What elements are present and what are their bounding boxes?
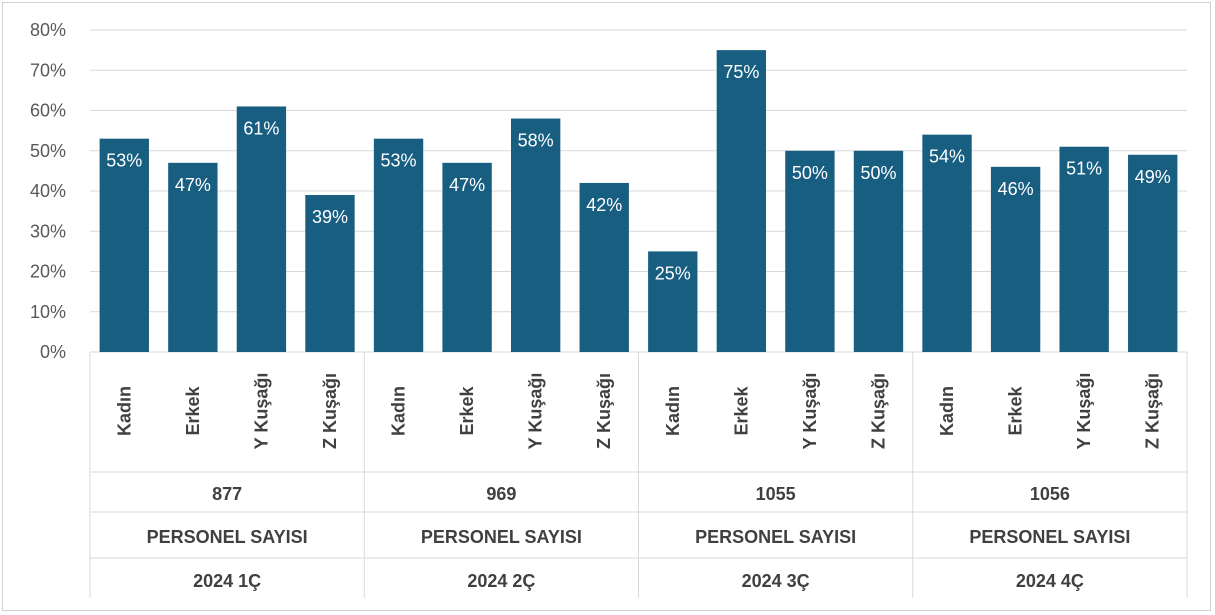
y-tick-label: 20% [30, 262, 66, 282]
bar [1059, 146, 1109, 352]
bar [853, 150, 904, 352]
category-label: Y Kuşağı [251, 373, 271, 450]
quarter-label: 2024 3Ç [742, 571, 810, 591]
bar [579, 182, 629, 352]
category-label: Z Kuşağı [594, 373, 614, 449]
bar-value-label: 47% [449, 175, 485, 195]
bar [99, 138, 149, 352]
bar-value-label: 50% [860, 163, 896, 183]
personnel-label: PERSONEL SAYISI [421, 527, 582, 547]
bar [373, 138, 424, 352]
category-label: Y Kuşağı [800, 373, 820, 450]
personnel-count: 1056 [1030, 484, 1070, 504]
category-label: Kadın [663, 386, 683, 436]
bar-value-label: 46% [998, 179, 1034, 199]
quarter-label: 2024 4Ç [1016, 571, 1084, 591]
bar-value-label: 54% [929, 147, 965, 167]
personnel-label: PERSONEL SAYISI [969, 527, 1130, 547]
bar-value-label: 50% [792, 163, 828, 183]
bar [785, 150, 835, 352]
category-label: Y Kuşağı [526, 373, 546, 450]
y-tick-label: 50% [30, 141, 66, 161]
category-label: Erkek [183, 385, 203, 435]
bar [442, 162, 492, 352]
category-label: Kadın [937, 386, 957, 436]
bar [510, 118, 561, 352]
y-tick-label: 30% [30, 221, 66, 241]
bar-value-label: 58% [518, 131, 554, 151]
y-tick-label: 40% [30, 181, 66, 201]
category-label: Kadın [389, 386, 409, 436]
category-label: Z Kuşağı [320, 373, 340, 449]
y-tick-label: 60% [30, 101, 66, 121]
bar [648, 251, 698, 352]
personnel-count: 1055 [756, 484, 796, 504]
bar [236, 106, 287, 352]
bar-value-label: 53% [106, 151, 142, 171]
bar [168, 162, 218, 352]
bar [990, 166, 1041, 352]
bar-value-label: 47% [175, 175, 211, 195]
quarter-label: 2024 1Ç [193, 571, 261, 591]
category-label: Y Kuşağı [1074, 373, 1094, 450]
personnel-count: 969 [486, 484, 516, 504]
bar-value-label: 51% [1066, 159, 1102, 179]
category-label: Erkek [1006, 385, 1026, 435]
y-tick-label: 0% [40, 342, 66, 362]
y-tick-label: 80% [30, 20, 66, 40]
bar-value-label: 25% [655, 263, 691, 283]
category-label: Erkek [457, 385, 477, 435]
category-label: Kadın [114, 386, 134, 436]
y-tick-label: 70% [30, 60, 66, 80]
category-label: Z Kuşağı [1143, 373, 1163, 449]
bar-value-label: 42% [586, 195, 622, 215]
bar [305, 195, 355, 352]
personnel-label: PERSONEL SAYISI [147, 527, 308, 547]
category-label: Erkek [731, 385, 751, 435]
category-label: Z Kuşağı [868, 373, 888, 449]
quarter-label: 2024 2Ç [467, 571, 535, 591]
bar-value-label: 75% [723, 62, 759, 82]
bar-value-label: 49% [1135, 167, 1171, 187]
y-tick-label: 10% [30, 302, 66, 322]
bar [922, 134, 972, 352]
bar [716, 50, 767, 352]
bar [1128, 154, 1178, 352]
personnel-label: PERSONEL SAYISI [695, 527, 856, 547]
personnel-count: 877 [212, 484, 242, 504]
bar-value-label: 53% [381, 151, 417, 171]
bar-value-label: 61% [243, 118, 279, 138]
bar-value-label: 39% [312, 207, 348, 227]
